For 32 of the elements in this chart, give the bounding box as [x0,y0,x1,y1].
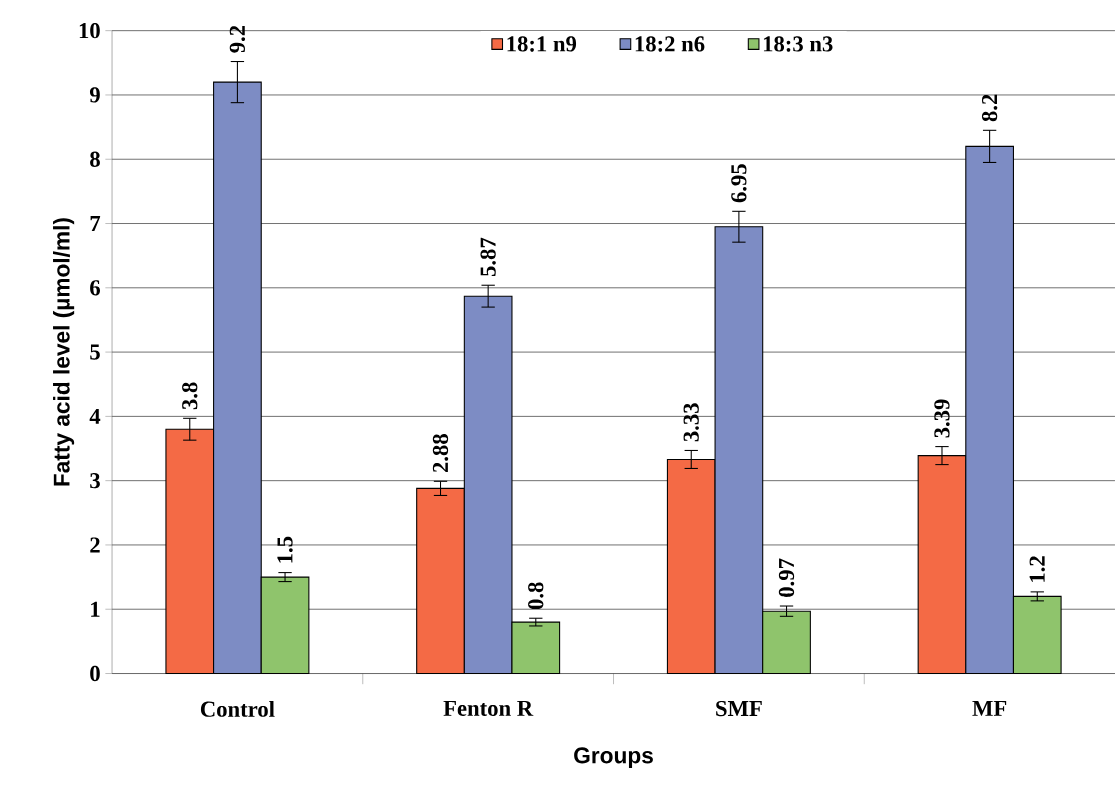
y-tick-label: 10 [79,22,100,39]
data-label: 0.97 [778,558,795,597]
y-tick-label: 5 [90,344,100,360]
x-tick-label: Control [200,700,275,717]
y-tick-label: 6 [90,280,100,296]
y-tick-label: 2 [90,537,100,553]
y-axis-title: Fatty acid level (µmol/ml) [53,218,75,486]
data-label: 3.39 [934,399,950,438]
data-label: 1.2 [1029,556,1045,582]
legend-label: 18:3 n3 [763,36,833,52]
y-tick-label: 3 [90,472,100,489]
data-label: 6.95 [731,164,747,203]
x-tick-label: SMF [716,700,762,717]
legend-label: 18:2 n6 [635,36,705,52]
y-tick-label: 8 [90,151,100,167]
x-tick-label: Fenton R [443,700,534,716]
y-tick-label: 9 [89,87,100,103]
data-label: 2.88 [432,434,449,472]
data-label: 8.2 [981,94,998,122]
data-label: 9.2 [229,25,246,53]
x-axis-title: Groups [574,747,653,768]
y-tick-label: 4 [89,408,101,424]
x-tick-label: MF [972,700,1007,716]
y-tick-label: 7 [90,215,101,231]
data-label: 5.87 [480,237,496,276]
data-label: 0.8 [528,582,544,609]
y-tick-label: 0 [90,665,100,682]
data-label: 3.8 [182,382,198,410]
data-label: 3.33 [683,403,699,442]
legend-label: 18:1 n9 [507,36,577,52]
data-label: 1.5 [277,536,293,563]
y-tick-label: 1 [91,601,100,617]
